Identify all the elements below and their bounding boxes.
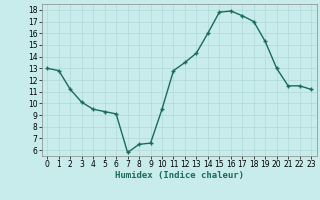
X-axis label: Humidex (Indice chaleur): Humidex (Indice chaleur): [115, 171, 244, 180]
